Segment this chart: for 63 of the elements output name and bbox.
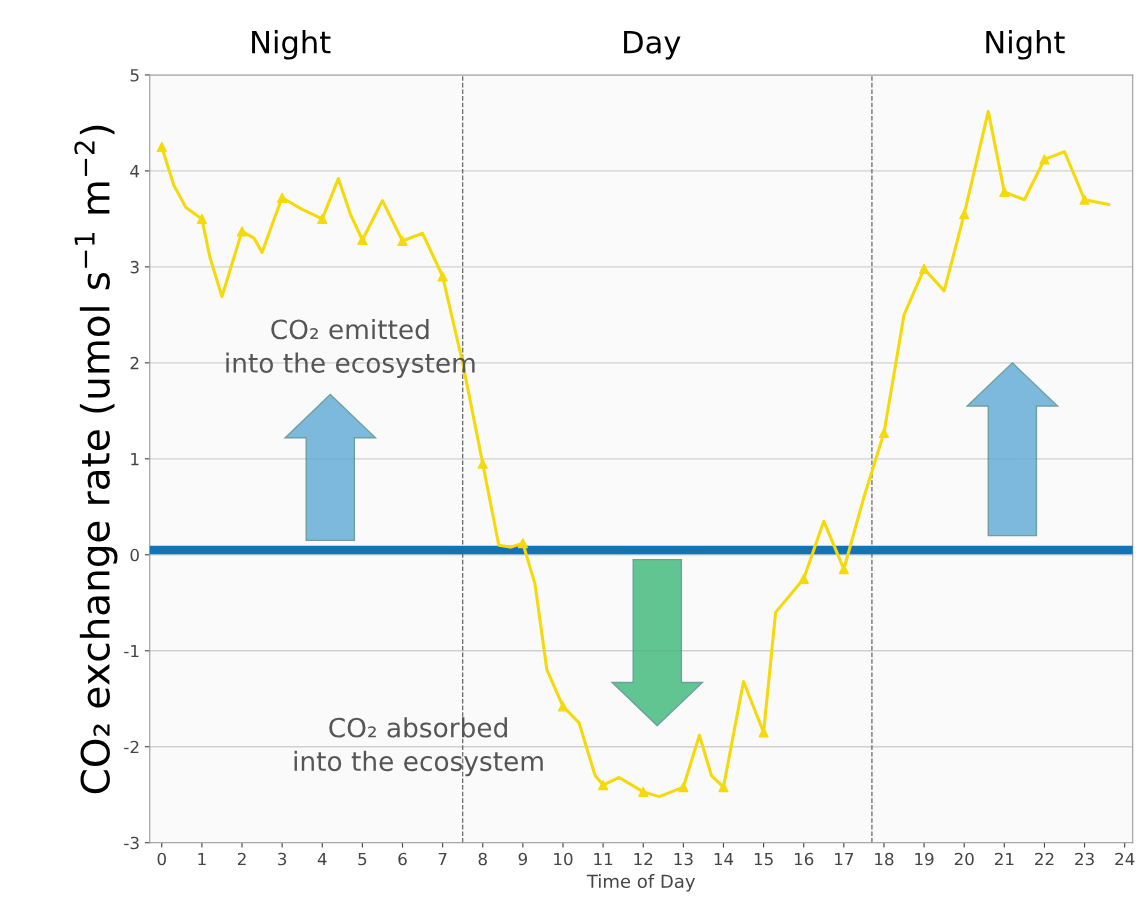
x-tick-label: 9 [518,852,527,866]
y-tick-label: 0 [130,548,139,562]
x-tick-label: 4 [317,852,327,866]
point [999,186,1010,198]
x-tick-label: 3 [278,852,287,866]
x-tick-label: 22 [1035,852,1054,866]
x-tick-label: 7 [438,852,447,866]
x-tick-label: 1 [198,852,206,866]
x-tick-label: 20 [954,852,974,866]
point [718,781,729,793]
point [196,213,207,224]
y-tick-label: 1 [131,453,139,466]
y-tick-label: -1 [124,644,139,658]
x-tick-label: 23 [1075,852,1094,866]
y-axis-title: CO₂ exchange rate (umol s$^{−1}$ m$^{−2}$) [74,125,118,794]
text: Night [986,30,1065,60]
y-tick-label: 4 [130,165,140,178]
x-tick-label: 6 [398,852,407,866]
point [878,427,890,439]
point [156,141,167,153]
x-tick-label: 14 [714,852,734,866]
point [598,780,609,791]
y-tick-label: -2 [124,740,139,754]
text: Night [252,30,331,60]
point [477,458,488,469]
x-tick-label: 19 [915,852,934,866]
x-tick-label: 17 [835,852,854,866]
x-tick-label: 13 [674,852,693,866]
y-tick-label: -3 [124,836,139,850]
point [798,573,809,584]
point [317,213,328,224]
x-tick-label: 11 [594,852,613,866]
point [959,209,970,220]
y-tick-label: 5 [130,69,139,82]
x-axis-title: Time of Day [586,874,696,892]
point [517,538,528,549]
point [918,263,930,274]
x-tick-label: 12 [634,852,653,866]
x-tick-label: 10 [554,852,573,866]
x-tick-label: 8 [478,852,487,866]
point [1079,194,1090,205]
point [236,226,248,237]
x-tick-label: 18 [875,852,894,866]
x-tick-label: 16 [794,852,814,866]
x-tick-label: 24 [1115,852,1135,866]
y-tick-label: 2 [130,356,139,370]
point [357,234,368,246]
text: Day [624,30,681,60]
point [638,786,649,797]
annotation: CO₂ absorbed into the ecosystem [294,717,543,777]
point [397,235,408,247]
x-tick-label: 2 [237,852,246,866]
point [437,271,448,282]
y-tick-label: 3 [130,260,139,274]
x-tick-label: 15 [754,852,773,866]
point [557,701,569,712]
point [678,781,689,793]
point [838,564,849,575]
point [277,192,288,203]
point [1039,154,1050,165]
x-tick-label: 5 [358,852,367,866]
x-tick-label: 0 [157,852,166,866]
x-tick-label: 21 [994,852,1014,866]
